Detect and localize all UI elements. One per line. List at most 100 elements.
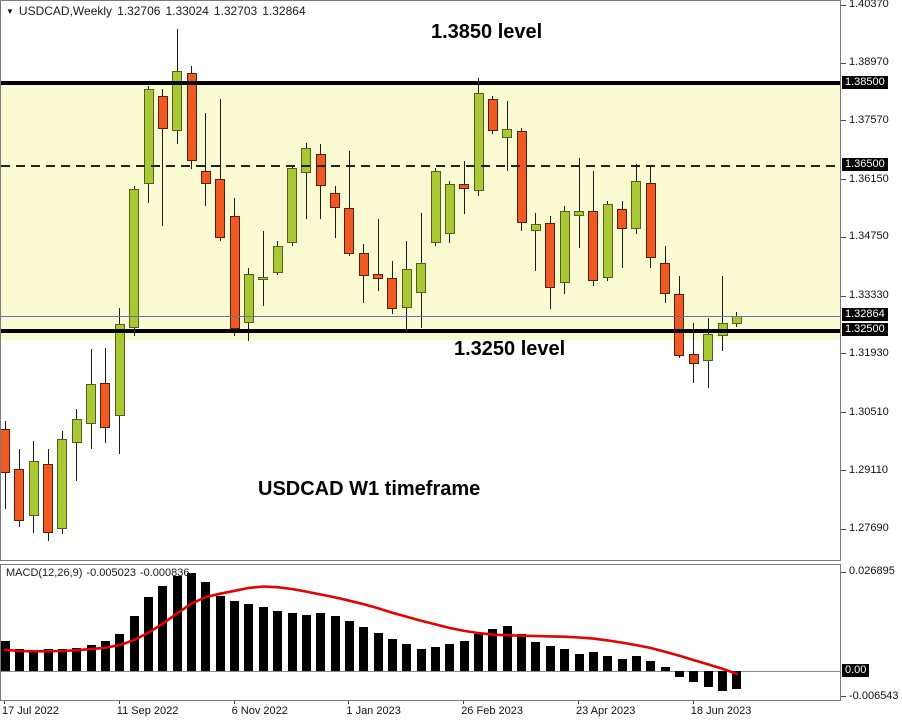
macd-histogram-bar	[158, 586, 168, 671]
time-axis-label: 11 Sep 2022	[116, 705, 179, 717]
annotation-text[interactable]: USDCAD W1 timeframe	[258, 478, 481, 500]
time-axis-tick	[348, 701, 350, 704]
bull-candle	[272, 245, 283, 274]
macd-histogram-bar	[574, 653, 584, 671]
macd-histogram-bar	[187, 572, 197, 671]
macd-histogram-bar	[100, 641, 110, 671]
macd-histogram-bar	[201, 582, 211, 671]
bear-candle	[373, 273, 384, 279]
macd-histogram-bar	[29, 650, 39, 671]
price-axis-tick	[841, 528, 846, 530]
bear-candle	[215, 178, 226, 238]
macd-histogram-bar	[474, 633, 484, 671]
time-axis-label: 1 Jan 2023	[346, 705, 401, 717]
time-axis-label: 18 Jun 2023	[690, 705, 752, 717]
time-axis-label: 26 Feb 2023	[461, 705, 523, 717]
bear-candle	[487, 99, 498, 131]
chart-ohlc-header: ▼ USDCAD,Weekly 1.32706 1.33024 1.32703 1.328…	[6, 4, 306, 18]
time-axis-tick	[4, 701, 5, 704]
bear-candle	[344, 207, 355, 255]
candle-wick	[162, 89, 164, 226]
bull-candle	[401, 268, 412, 309]
candle-wick	[305, 142, 307, 219]
candle-wick	[535, 213, 537, 271]
macd-histogram-bar	[215, 595, 225, 671]
bear-candle	[545, 223, 556, 288]
macd-histogram-bar	[718, 671, 727, 692]
macd-indicator-label: MACD(12,26,9) -0.005023 -0.000836	[6, 567, 190, 579]
price-axis-label: 1.31930	[849, 346, 889, 359]
macd-histogram-bar	[273, 610, 283, 671]
macd-histogram-bar	[43, 649, 53, 671]
bull-candle	[301, 147, 312, 174]
price-axis-label: 1.34750	[849, 230, 889, 243]
macd-histogram-bar	[531, 641, 541, 671]
macd-histogram-bar	[646, 660, 656, 671]
macd-histogram-bar	[14, 649, 24, 671]
bear-candle	[688, 354, 699, 364]
bull-candle	[502, 128, 513, 138]
bull-candle	[731, 316, 742, 324]
candle-wick	[219, 99, 221, 241]
bull-candle	[287, 168, 297, 243]
bear-candle	[100, 383, 111, 429]
macd-histogram-bar	[72, 648, 82, 671]
bull-candle	[559, 211, 570, 283]
macd-histogram-bar	[732, 671, 742, 690]
macd-histogram-bar	[1, 641, 10, 671]
price-axis-tick	[841, 412, 846, 414]
ohlc-open: 1.32706	[117, 4, 161, 18]
macd-histogram-bar	[172, 575, 182, 671]
macd-signal-line	[3, 585, 739, 676]
symbol-dropdown-icon[interactable]: ▼	[6, 7, 14, 16]
macd-axis[interactable]: 0.026895 0.00 -0.006543	[841, 564, 902, 702]
macd-histogram-bar	[359, 626, 369, 671]
price-axis-badge: 1.32864	[842, 308, 888, 322]
time-axis[interactable]: 17 Jul 2022 11 Sep 2022 6 Nov 2022 1 Jan 20…	[0, 701, 902, 721]
bull-candle	[129, 189, 140, 329]
dashed-level-line[interactable]	[1, 164, 840, 167]
bear-candle	[14, 468, 25, 521]
candle-wick	[205, 113, 207, 207]
bear-candle	[315, 154, 326, 186]
candle-wick	[262, 230, 264, 307]
bear-candle	[1, 428, 10, 474]
candle-wick	[578, 157, 580, 248]
bear-candle	[516, 130, 527, 224]
price-axis-badge: 1.36500	[842, 158, 888, 172]
macd-histogram-bar	[244, 603, 254, 671]
macd-histogram-bar	[545, 645, 555, 671]
horizontal-level-line[interactable]	[1, 81, 840, 85]
bull-candle	[71, 418, 82, 443]
macd-histogram-bar	[387, 638, 397, 671]
symbol-period-label: USDCAD,Weekly	[18, 4, 113, 18]
bear-candle	[588, 211, 599, 281]
price-axis-tick	[841, 236, 846, 238]
bear-candle	[186, 73, 197, 162]
support-resistance-zone	[1, 83, 840, 341]
candle-wick	[334, 185, 336, 238]
annotation-text[interactable]: 1.3850 level	[431, 21, 543, 43]
bear-candle	[43, 463, 54, 533]
time-axis-tick	[118, 701, 120, 704]
current-price-line	[1, 315, 840, 317]
macd-histogram-bar	[603, 656, 613, 671]
bear-candle	[617, 209, 628, 229]
macd-indicator-pane[interactable]: MACD(12,26,9) -0.005023 -0.000836	[0, 564, 841, 701]
macd-zero-badge: 0.00	[842, 663, 870, 677]
bear-candle	[674, 294, 685, 357]
candle-wick	[621, 201, 623, 269]
price-axis[interactable]: 1.40370 1.38970 1.37570 1.36150 1.34750 1.333…	[841, 0, 902, 561]
bull-candle	[416, 263, 427, 293]
candle-wick	[377, 218, 379, 291]
price-axis-badge: 1.38500	[842, 75, 888, 89]
macd-histogram-bar	[115, 633, 125, 671]
ohlc-close: 1.32864	[262, 4, 306, 18]
annotation-text[interactable]: 1.3250 level	[454, 338, 566, 360]
price-chart-pane[interactable]: 1.3850 level 1.3250 level USDCAD W1 timefr…	[0, 0, 841, 561]
price-axis-badge: 1.32500	[842, 323, 888, 337]
price-axis-tick	[841, 353, 846, 355]
macd-name: MACD(12,26,9)	[6, 567, 83, 579]
horizontal-level-line[interactable]	[1, 328, 840, 333]
